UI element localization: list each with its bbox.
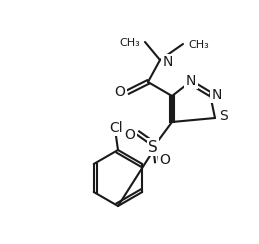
Text: S: S — [148, 140, 158, 154]
Text: O: O — [125, 128, 135, 142]
Text: S: S — [219, 109, 227, 123]
Text: Cl: Cl — [109, 121, 123, 135]
Text: CH₃: CH₃ — [188, 40, 209, 50]
Text: CH₃: CH₃ — [119, 38, 140, 48]
Text: N: N — [163, 55, 173, 69]
Text: O: O — [114, 85, 125, 99]
Text: O: O — [160, 153, 170, 167]
Text: N: N — [186, 74, 196, 88]
Text: N: N — [212, 88, 222, 102]
